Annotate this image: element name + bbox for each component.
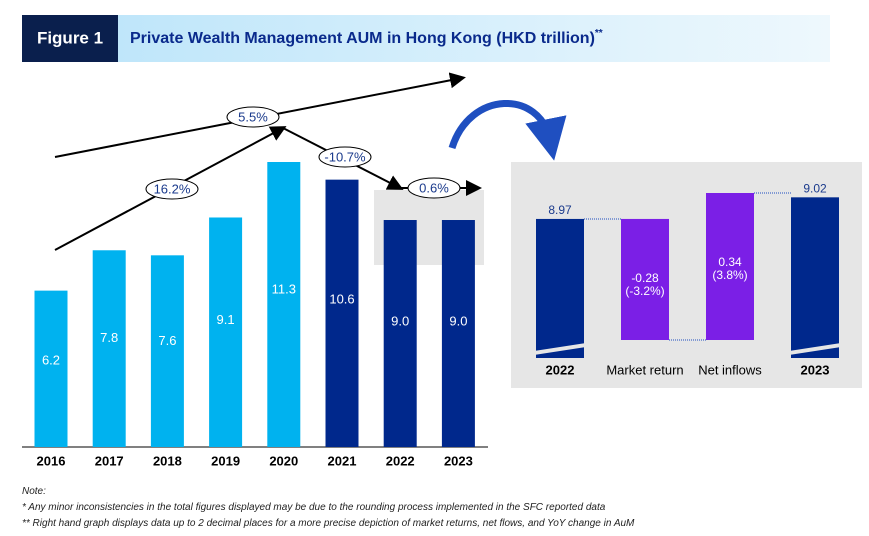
value-label: 9.0 xyxy=(391,314,409,329)
change-label: (-3.2%) xyxy=(625,284,664,298)
figure-box xyxy=(22,15,118,62)
x-tick-label: 2022 xyxy=(386,453,415,468)
bar xyxy=(383,220,417,447)
bar xyxy=(34,290,68,447)
x-tick-label: 2018 xyxy=(153,453,182,468)
annotation: 0.6% xyxy=(419,180,449,195)
value-label: 7.8 xyxy=(100,330,118,345)
value-label: 11.3 xyxy=(272,282,296,297)
bar xyxy=(92,250,126,447)
x-tick-label: 2016 xyxy=(37,453,66,468)
x-tick-label: 2023 xyxy=(801,362,830,377)
bar xyxy=(209,217,243,447)
bar xyxy=(441,220,475,447)
annotation-bubble xyxy=(226,106,280,128)
value-label: 6.2 xyxy=(42,352,60,367)
curved-arrow xyxy=(448,100,567,161)
bar xyxy=(536,218,584,358)
x-tick-label: 2022 xyxy=(546,362,575,377)
bar xyxy=(791,197,839,358)
value-label: 8.97 xyxy=(548,203,572,217)
x-tick-label: 2019 xyxy=(211,453,240,468)
axis-break xyxy=(534,343,586,355)
title-box xyxy=(118,15,830,62)
note: ** Right hand graph displays data up to … xyxy=(22,518,635,529)
x-tick-label: 2021 xyxy=(328,453,357,468)
annotation: 16.2% xyxy=(154,181,191,196)
figure-label: Figure 1 xyxy=(37,28,103,47)
annotation-bubble xyxy=(318,146,372,168)
value-label: 10.6 xyxy=(329,291,354,306)
bar xyxy=(267,162,301,447)
x-tick-label: 2017 xyxy=(95,453,124,468)
note: Note: xyxy=(22,486,46,497)
title-marker: ** xyxy=(595,28,603,39)
bar xyxy=(325,179,359,448)
value-label: -0.28 xyxy=(631,271,659,285)
value-label: 7.6 xyxy=(158,333,176,348)
title-text: Private Wealth Management AUM in Hong Ko… xyxy=(130,30,595,47)
x-tick-label: Net inflows xyxy=(698,362,762,377)
value-label: 0.34 xyxy=(718,255,742,269)
value-label: 9.02 xyxy=(803,181,827,195)
value-label: 9.1 xyxy=(217,312,235,327)
x-tick-label: 2020 xyxy=(269,453,298,468)
note: * Any minor inconsistencies in the total… xyxy=(22,502,606,513)
annotation-bubble xyxy=(145,178,199,200)
x-tick-label: 2023 xyxy=(444,453,473,468)
x-tick-label: Market return xyxy=(606,362,683,377)
value-label: 9.0 xyxy=(449,314,467,329)
bar xyxy=(706,193,754,340)
change-label: (3.8%) xyxy=(712,268,747,282)
chart: Figure 1 Private Wealth Management AUM i… xyxy=(22,15,862,468)
bar xyxy=(150,255,184,447)
axis-break xyxy=(789,343,841,355)
annotation-bubble xyxy=(407,177,461,199)
bar xyxy=(621,218,669,340)
chart-title: Private Wealth Management AUM in Hong Ko… xyxy=(130,28,603,48)
annotation: 5.5% xyxy=(238,109,268,124)
annotation: -10.7% xyxy=(324,149,366,164)
